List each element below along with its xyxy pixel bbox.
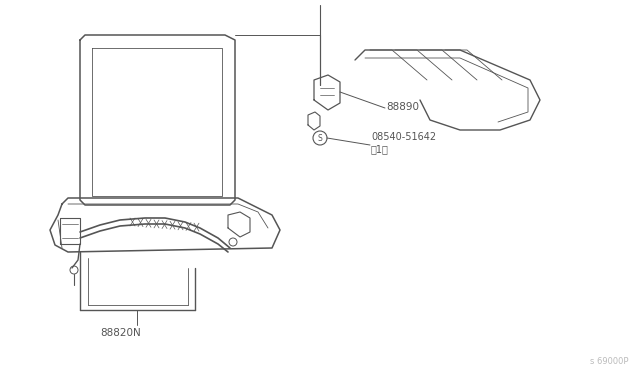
- Text: 88890: 88890: [386, 102, 419, 112]
- Text: 88820N: 88820N: [100, 328, 141, 338]
- Text: s 69000P: s 69000P: [590, 357, 628, 366]
- Text: S: S: [317, 134, 323, 142]
- Text: 08540-51642
（1）: 08540-51642 （1）: [371, 132, 436, 154]
